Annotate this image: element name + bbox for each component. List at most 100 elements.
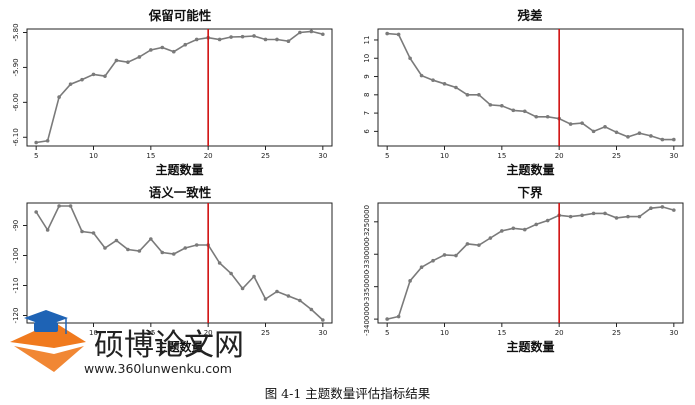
x-tick-label: 15 [146,329,155,337]
data-point [454,253,458,258]
x-axis-label: 主题数量 [506,162,554,177]
data-point [240,286,245,291]
y-tick-label: -5.80 [12,23,20,41]
data-point [488,103,493,107]
data-point [385,317,389,321]
plot-frame [26,28,333,147]
data-point [511,226,516,231]
data-point [126,60,130,64]
series-line [387,206,675,320]
data-point [500,229,504,233]
x-tick-label: 25 [612,329,621,337]
series-line [387,32,674,141]
data-point [603,211,607,216]
x-tick-label: 10 [89,152,98,160]
x-tick-label: 30 [318,152,327,160]
plot-frame [26,202,333,324]
data-point [217,261,222,265]
data-point [637,214,642,219]
data-point [580,121,584,125]
data-point [660,205,665,209]
y-tick-label: -3300000 [363,237,371,271]
x-tick-label: 15 [146,152,155,160]
data-point [57,204,61,208]
data-point [626,214,630,219]
y-tick-label: -3400000 [363,302,371,336]
data-point [229,35,233,39]
x-tick-label: 10 [440,152,449,160]
data-point [568,214,573,219]
data-point [477,243,481,247]
data-point [419,73,424,78]
chart-title: 下界 [517,185,543,200]
y-tick-label: -6.00 [12,93,20,111]
watermark-url: www.360lunwenku.com [84,361,232,376]
data-point [591,211,596,216]
x-tick-label: 10 [89,329,98,337]
plot-frame [377,28,684,147]
data-point [298,298,302,303]
data-point [91,72,96,77]
y-tick-label: 10 [363,54,371,63]
data-point [637,131,642,136]
y-tick-label: -6.10 [12,128,20,146]
x-axis-label: 主题数量 [155,339,203,354]
data-point [603,125,607,129]
data-point [488,236,493,240]
data-point [408,279,412,283]
y-tick-label: -5.90 [12,58,20,76]
data-point [534,222,539,227]
data-point [568,122,573,126]
data-point [194,37,199,42]
data-point [275,289,279,294]
data-point [465,242,470,246]
data-point [522,109,527,114]
data-point [408,56,412,61]
data-point [580,213,584,218]
graduation-cap-icon [24,310,68,326]
chart-title: 保留可能性 [148,8,212,23]
data-point [160,250,165,255]
data-point [171,49,176,54]
data-point [649,206,653,210]
panel-2: 残差 5 10 15 20 25 30 6 7 8 9 10 11 主题数量 [363,8,684,177]
series-line [36,30,323,144]
data-point [419,265,424,270]
x-tick-label: 20 [204,329,213,337]
data-point [385,31,389,36]
data-point [183,246,188,250]
data-point [672,137,676,142]
data-point [80,229,84,234]
data-point [396,314,401,319]
data-point [286,39,291,44]
cap-band [34,322,58,332]
data-point [465,93,470,97]
y-tick-label: 8 [363,93,371,97]
data-point [522,227,527,232]
x-axis-label: 主题数量 [506,339,554,354]
y-tick-label: 11 [363,36,371,45]
logo-roof-shape [10,322,86,348]
y-tick-label: 7 [363,111,371,115]
data-point [454,85,458,90]
data-point [298,30,302,35]
x-tick-label: 5 [385,329,389,337]
x-tick-label: 25 [612,152,621,160]
data-point [614,130,619,135]
data-point [137,55,142,59]
data-point [431,78,435,82]
data-point [263,297,268,301]
data-point [431,258,435,263]
data-point [275,37,279,42]
x-tick-label: 25 [261,329,270,337]
x-tick-label: 10 [440,329,449,337]
data-point [321,318,325,322]
data-point [672,208,676,212]
data-point [396,32,401,37]
data-point [57,95,61,99]
data-point [45,138,50,143]
x-tick-label: 20 [204,152,213,160]
x-tick-label: 15 [497,329,506,337]
data-point [137,249,142,253]
